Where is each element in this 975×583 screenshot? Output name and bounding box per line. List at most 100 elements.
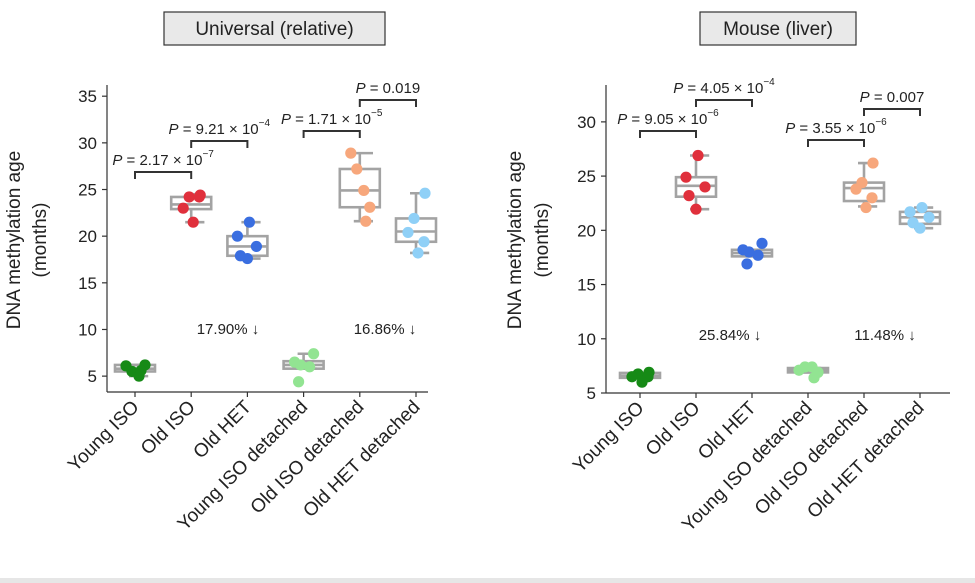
- data-point: [358, 184, 370, 197]
- p-symbol: P: [785, 120, 795, 137]
- data-point: [308, 348, 320, 360]
- data-point: [923, 211, 935, 223]
- data-point: [193, 191, 205, 203]
- p-value-label: P = 0.019: [356, 80, 421, 97]
- y-tick-label: 30: [577, 113, 596, 132]
- y-tick-label: 25: [577, 167, 596, 186]
- data-point: [680, 171, 692, 183]
- data-point: [683, 190, 695, 202]
- chart-title: Universal (relative): [195, 19, 353, 40]
- data-point: [692, 149, 704, 162]
- p-exponent: −5: [371, 108, 383, 119]
- data-point: [904, 206, 916, 218]
- y-tick-label: 20: [78, 227, 97, 246]
- bottom-divider: [0, 578, 975, 583]
- data-point: [183, 191, 195, 203]
- data-point: [418, 236, 430, 248]
- y-axis-label: (months): [30, 203, 51, 278]
- data-point: [914, 222, 926, 234]
- p-value: = 9.05 × 10: [627, 111, 707, 128]
- p-symbol: P: [281, 111, 291, 128]
- data-point: [741, 258, 753, 270]
- data-point: [699, 181, 711, 193]
- y-axis-label: DNA methylation age: [4, 151, 25, 330]
- y-tick-label: 10: [78, 320, 97, 339]
- data-point: [636, 376, 648, 388]
- percent-reduction-label: 16.86% ↓: [354, 321, 417, 338]
- y-axis-label: (months): [532, 203, 553, 278]
- panel-mouse-liver: Mouse (liver) DNA methylation age (months)…: [505, 11, 950, 536]
- chart-title: Mouse (liver): [723, 19, 833, 40]
- y-tick-label: 5: [587, 384, 596, 403]
- data-point: [743, 246, 755, 258]
- p-exponent: −4: [763, 77, 775, 88]
- p-value: = 1.71 × 10: [291, 111, 371, 128]
- y-tick-label: 35: [78, 87, 97, 106]
- data-point: [293, 376, 305, 388]
- significance-bracket: [302, 130, 361, 138]
- data-point: [135, 364, 147, 377]
- data-point: [626, 371, 638, 383]
- data-point: [408, 212, 420, 225]
- y-tick-label: 15: [577, 276, 596, 295]
- p-symbol: P: [673, 80, 683, 97]
- data-point: [250, 240, 262, 253]
- data-point: [241, 252, 253, 265]
- data-point: [690, 203, 702, 215]
- y-tick-label: 10: [577, 330, 596, 349]
- data-point: [231, 230, 243, 242]
- significance-bracket: [863, 108, 921, 116]
- p-value-label: P = 3.55 × 10−6: [785, 117, 887, 137]
- p-value: = 9.21 × 10: [179, 121, 259, 138]
- data-point: [752, 249, 764, 261]
- data-point: [756, 237, 768, 249]
- data-point: [808, 372, 820, 384]
- p-symbol: P: [356, 80, 366, 97]
- data-point: [867, 157, 879, 169]
- p-value-label: P = 4.05 × 10−4: [673, 77, 775, 97]
- data-point: [351, 163, 363, 175]
- p-symbol: P: [617, 111, 627, 128]
- y-axis-label: DNA methylation age: [505, 151, 526, 330]
- p-symbol: P: [169, 121, 179, 138]
- p-exponent: −6: [875, 117, 887, 128]
- p-value-label: P = 0.007: [860, 89, 925, 106]
- title-box: [163, 11, 386, 46]
- p-symbol: P: [860, 89, 870, 106]
- data-point: [304, 361, 316, 373]
- p-value-label: P = 1.71 × 10−5: [281, 108, 383, 128]
- significance-bracket: [358, 99, 417, 107]
- p-value: = 0.007: [870, 89, 925, 106]
- y-tick-label: 15: [78, 274, 97, 293]
- significance-bracket: [134, 171, 193, 179]
- panel-universal-relative: Universal (relative) DNA methylation age(…: [4, 11, 438, 535]
- data-point: [860, 201, 872, 214]
- data-point: [345, 147, 357, 159]
- data-point: [412, 247, 424, 259]
- p-value-label: P = 2.17 × 10−7: [112, 149, 214, 169]
- data-point: [364, 201, 376, 213]
- data-point: [360, 215, 372, 227]
- significance-bracket: [639, 130, 697, 138]
- title-box: [699, 11, 857, 46]
- data-point: [177, 202, 189, 214]
- p-symbol: P: [112, 152, 122, 169]
- y-tick-label: 5: [88, 367, 97, 386]
- data-point: [187, 216, 199, 228]
- data-point: [419, 187, 431, 199]
- significance-bracket: [695, 99, 753, 107]
- percent-reduction-label: 25.84% ↓: [699, 327, 762, 344]
- x-tick-label: Young ISO: [569, 398, 648, 477]
- p-exponent: −6: [707, 108, 719, 119]
- percent-reduction-label: 17.90% ↓: [197, 321, 260, 338]
- p-value: = 0.019: [366, 80, 421, 97]
- data-point: [243, 216, 255, 228]
- percent-reduction-label: 11.48% ↓: [854, 327, 915, 344]
- data-point: [916, 201, 928, 214]
- significance-bracket: [807, 139, 865, 147]
- p-exponent: −4: [259, 118, 271, 129]
- data-point: [850, 183, 862, 195]
- p-value: = 4.05 × 10: [683, 80, 763, 97]
- data-point: [866, 192, 878, 204]
